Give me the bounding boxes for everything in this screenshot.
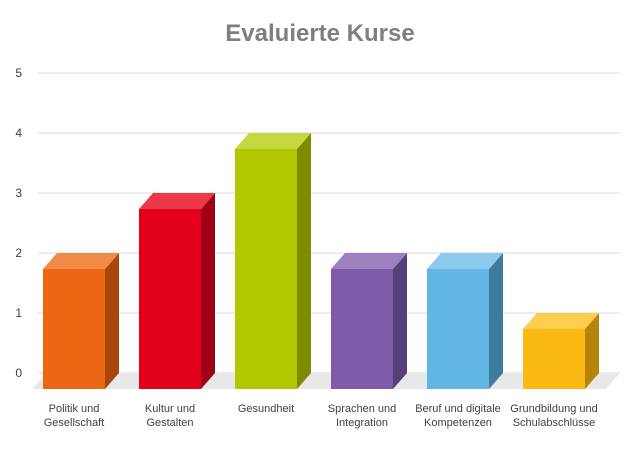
bar-3 (331, 269, 393, 389)
y-tick-label-0: 0 (15, 366, 22, 380)
y-tick-label-5: 5 (15, 66, 22, 80)
x-category-label-5: Grundbildung und Schulabschlüsse (510, 403, 597, 429)
x-category-label-0: Politik und Gesellschaft (44, 403, 105, 429)
x-category-label-4: Beruf und digitale Kompetenzen (415, 403, 501, 429)
bar-side-3 (393, 253, 407, 389)
bar-top-0 (43, 253, 119, 269)
x-category-label-2: Gesundheit (238, 403, 294, 415)
y-tick-label-2: 2 (15, 246, 22, 260)
bar-1 (139, 209, 201, 389)
bar-side-4 (489, 253, 503, 389)
bar-side-2 (297, 133, 311, 389)
bar-side-5 (585, 313, 599, 389)
bar-top-2 (235, 133, 311, 149)
bar-top-3 (331, 253, 407, 269)
bar-top-1 (139, 193, 215, 209)
y-tick-label-1: 1 (15, 306, 22, 320)
x-category-label-3: Sprachen und Integration (328, 403, 397, 429)
y-tick-label-4: 4 (15, 126, 22, 140)
y-tick-label-3: 3 (15, 186, 22, 200)
bar-top-5 (523, 313, 599, 329)
bar-4 (427, 269, 489, 389)
bar-side-0 (105, 253, 119, 389)
bar-side-1 (201, 193, 215, 389)
bar-5 (523, 329, 585, 389)
bar-top-4 (427, 253, 503, 269)
chart-title: Evaluierte Kurse (225, 20, 415, 47)
bar-2 (235, 149, 297, 389)
x-category-label-1: Kultur und Gestalten (145, 403, 195, 429)
bar-0 (43, 269, 105, 389)
